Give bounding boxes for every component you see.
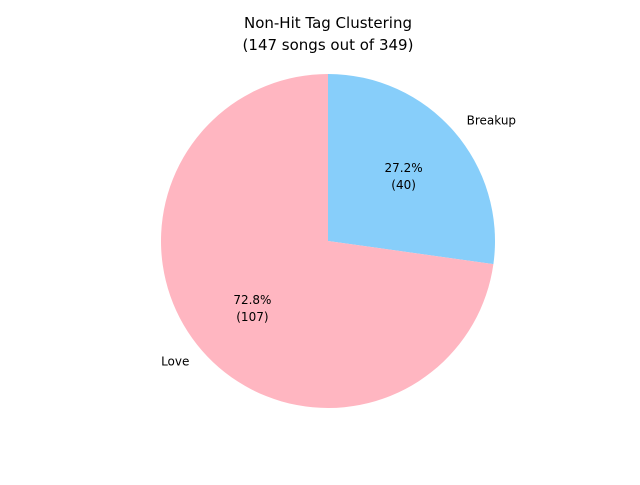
slice-label-breakup: Breakup [467,113,516,127]
pie-slice-breakup [328,74,495,265]
slice-percent-breakup: 27.2% [385,161,423,175]
slice-label-love: Love [161,355,189,369]
slice-count-love: (107) [236,310,268,324]
pie-slice-love [161,74,494,408]
chart-title-line1: Non-Hit Tag Clustering [244,14,412,32]
chart-title-line2: (147 songs out of 349) [243,36,414,54]
slice-count-breakup: (40) [391,178,416,192]
slice-percent-love: 72.8% [233,293,271,307]
